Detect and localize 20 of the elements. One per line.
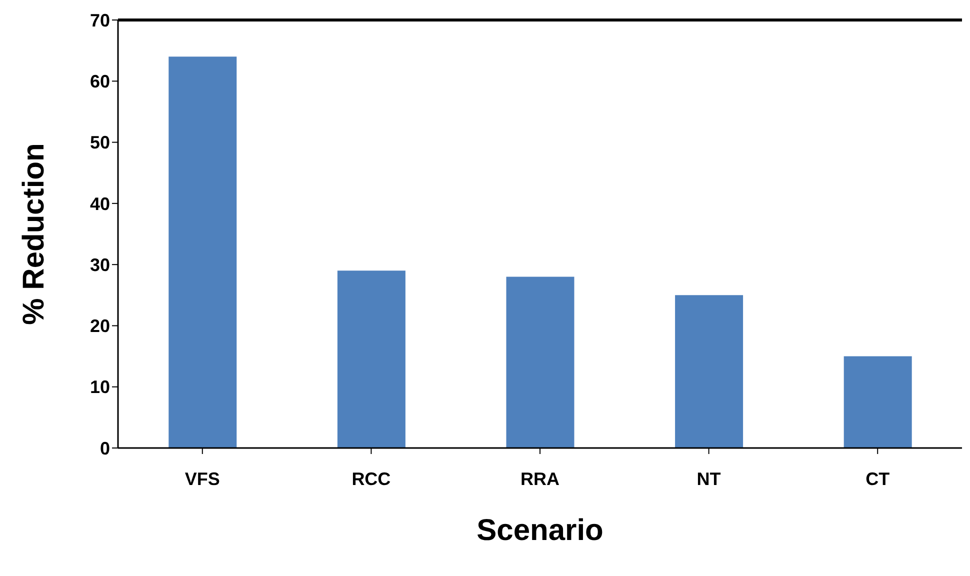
x-tick-label: NT [696,468,721,489]
y-axis-title: % Reduction [18,143,51,325]
y-tick-label: 50 [90,132,110,153]
bar [337,270,406,448]
y-tick-label: 60 [90,72,110,92]
y-tick-label: 30 [90,254,110,275]
y-tick-label: 10 [90,377,110,398]
x-tick-label: CT [866,468,890,489]
x-tick-label: RRA [520,468,560,489]
x-tick-label: VFS [184,468,220,489]
y-tick-label: 70 [90,10,110,30]
bar [844,356,912,448]
x-axis-title: Scenario [476,514,604,547]
y-tick-label: 40 [90,194,110,214]
y-tick-label: 0 [100,438,110,458]
y-tick-label: 20 [90,316,110,336]
bar [506,276,574,448]
bar [675,295,744,448]
x-tick-label: RCC [352,468,391,489]
bar [168,56,237,448]
